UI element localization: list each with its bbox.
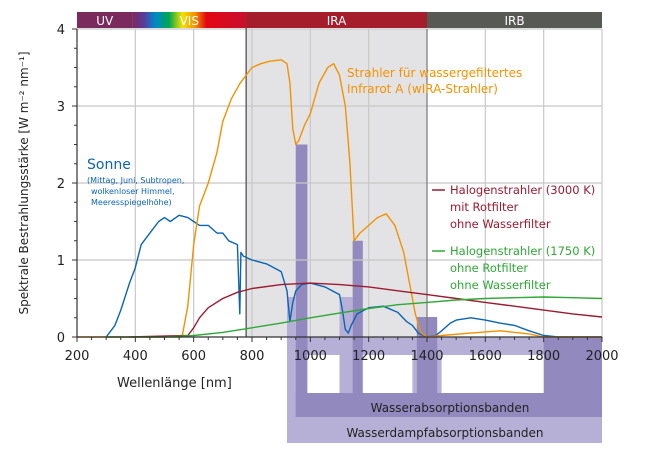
x-tick-label: 400 — [123, 349, 148, 364]
x-tick-label: 800 — [240, 349, 265, 364]
legend-3000k-3: ohne Wasserfilter — [450, 217, 551, 231]
legend-3000k-2: mit Rotfilter — [450, 200, 519, 214]
x-tick-label: 1800 — [527, 349, 560, 364]
legend-1750k-3: ohne Wasserfilter — [450, 278, 551, 292]
x-tick-label: 1200 — [352, 349, 385, 364]
water-band-in-plot-1 — [352, 240, 363, 337]
x-tick-label: 600 — [181, 349, 206, 364]
sun-curve — [105, 214, 602, 338]
x-axis-label: Wellenlänge [nm] — [117, 376, 232, 391]
x-tick-label: 1000 — [294, 349, 327, 364]
region-band-irb — [427, 12, 602, 28]
y-tick-label: 4 — [57, 23, 65, 38]
wira-label-2: Infrarot A (wIRA-Strahler) — [347, 82, 498, 96]
region-band-uv — [77, 12, 133, 28]
vapor-band-in-plot-1 — [339, 297, 353, 337]
region-label-ira: IRA — [327, 14, 347, 28]
water-absorption-label: Wasserabsorptionsbanden — [371, 401, 530, 415]
y-tick-label: 2 — [57, 177, 65, 192]
water-band-1 — [352, 337, 363, 417]
water-band-in-plot-0 — [295, 144, 308, 337]
region-band-ira — [246, 12, 427, 28]
x-tick-label: 1600 — [469, 349, 502, 364]
band-gap-2 — [441, 355, 544, 393]
x-tick-label: 2000 — [585, 349, 618, 364]
vapor-absorption-label: Wasserdampfabsorptionsbanden — [346, 426, 543, 440]
water-band-3 — [543, 337, 602, 417]
legend-1750k-2: ohne Rotfilter — [450, 261, 528, 275]
sun-note-2: wolkenloser Himmel, — [91, 187, 175, 196]
sun-label: Sonne — [87, 157, 131, 173]
legend-1750k-1: Halogenstrahler (1750 K) — [450, 244, 595, 258]
region-label-uv: UV — [96, 14, 114, 28]
y-tick-label: 3 — [57, 100, 65, 115]
y-tick-label: 1 — [57, 254, 65, 269]
wira-curve — [77, 59, 602, 338]
water-band-2 — [416, 337, 438, 417]
halogen-3000k-curve — [129, 282, 603, 338]
region-label-vis: VIS — [180, 14, 199, 28]
legend-3000k-1: Halogenstrahler (3000 K) — [450, 183, 595, 197]
y-axis-label: Spektrale Bestrahlungsstärke [W m⁻² nm⁻¹… — [17, 51, 31, 314]
vapor-band-in-plot-0 — [287, 297, 296, 337]
halogen-1750k-curve — [106, 296, 603, 338]
region-band-vis — [132, 12, 247, 28]
wira-label-1: Strahler für wassergefiltertes — [347, 66, 522, 80]
x-tick-label: 200 — [65, 349, 90, 364]
region-label-irb: IRB — [504, 14, 524, 28]
water-band-0 — [295, 337, 308, 417]
sun-note-1: (Mittag, Juni, Subtropen, — [87, 176, 184, 185]
band-gap-1 — [362, 355, 413, 393]
x-tick-label: 1400 — [410, 349, 443, 364]
band-gap-0 — [307, 355, 340, 393]
y-tick-label: 0 — [57, 331, 65, 346]
sun-note-3: Meeresspiegelhöhe) — [91, 198, 172, 207]
